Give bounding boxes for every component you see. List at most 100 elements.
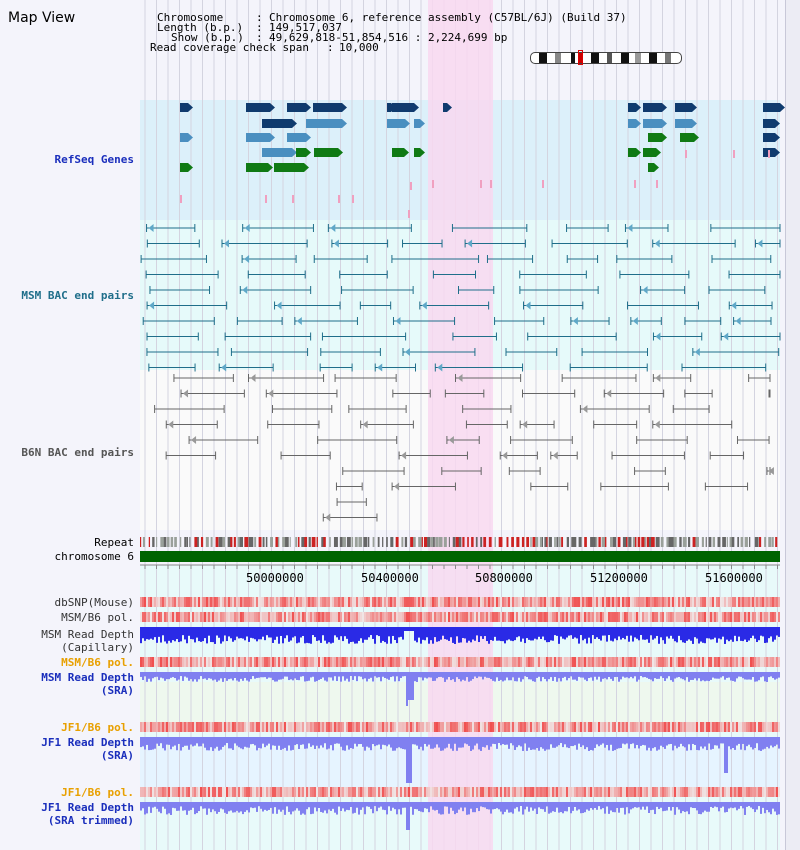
- dbsnp-heat: [638, 597, 640, 607]
- dbsnp-heat: [688, 597, 690, 607]
- msm-sra-depth-bar: [218, 672, 220, 681]
- length-sep: :: [256, 21, 263, 34]
- msm-pol2-heat: [458, 657, 460, 667]
- msm-pol2-heat: [216, 657, 218, 667]
- jf1-sra-depth-bar: [270, 737, 272, 750]
- msm-pol-heat: [242, 612, 244, 622]
- jf1-pol-heat: [358, 722, 360, 732]
- dbsnp-heat: [372, 597, 374, 607]
- msm-sra-depth-bar: [604, 672, 606, 679]
- dbsnp-heat: [538, 597, 540, 607]
- repeat-block: [367, 537, 370, 547]
- jf1-pol2-heat: [464, 787, 466, 797]
- jf1-sra-depth-bar: [216, 737, 218, 747]
- msm-sra-depth-bar: [766, 672, 768, 682]
- msm-capillary-depth-bar: [242, 627, 244, 639]
- msm-sra-depth-bar: [460, 672, 462, 682]
- jf1-pol2-heat: [734, 787, 736, 797]
- jf1-pol2-heat: [146, 787, 148, 797]
- jf1-pol-heat: [342, 722, 344, 732]
- msm-capillary-depth-bar: [660, 627, 662, 638]
- gene-direction-arrow: [420, 119, 425, 128]
- dbsnp-heat: [222, 597, 224, 607]
- msm-sra-depth-bar: [608, 672, 610, 677]
- jf1-pol2-heat: [196, 787, 198, 797]
- msm-pol-heat: [408, 612, 410, 622]
- jf1-pol-heat: [286, 722, 288, 732]
- repeat-block: [262, 537, 265, 547]
- repeat-block: [372, 537, 375, 547]
- dbsnp-heat: [778, 597, 780, 607]
- jf1-pol-heat: [730, 722, 732, 732]
- msm-capillary-depth-bar: [442, 627, 444, 636]
- msm-sra-depth-bar: [350, 672, 352, 677]
- jf1-pol-heat: [768, 722, 770, 732]
- msm-pol2-heat: [502, 657, 504, 667]
- msm-pol-heat: [752, 612, 754, 622]
- jf1-pol2-heat: [546, 787, 548, 797]
- track-label-refseq[interactable]: RefSeq Genes: [54, 153, 134, 166]
- msm-pol2-heat: [734, 657, 736, 667]
- dbsnp-heat: [360, 597, 362, 607]
- jf1-pol-heat: [644, 722, 646, 732]
- jf1-trim-depth-bar: [734, 802, 736, 808]
- msm-capillary-depth-bar: [626, 627, 628, 636]
- jf1-trim-depth-bar: [380, 802, 382, 807]
- jf1-trim-depth-bar: [158, 802, 160, 812]
- dbsnp-heat: [674, 597, 676, 607]
- jf1-pol-heat: [210, 722, 212, 732]
- track-label-msm-bac[interactable]: MSM BAC end pairs: [21, 289, 134, 302]
- msm-pol2-heat: [240, 657, 242, 667]
- msm-capillary-depth-bar: [576, 627, 578, 639]
- jf1-trim-depth-bar: [736, 802, 738, 811]
- jf1-pol-heat: [442, 722, 444, 732]
- jf1-sra-depth-bar: [238, 737, 240, 748]
- jf1-pol2-heat: [148, 787, 150, 797]
- scrollbar-track[interactable]: [785, 0, 800, 850]
- msm-capillary-depth-bar: [178, 627, 180, 643]
- repeat-block: [270, 537, 273, 547]
- gene-direction-arrow: [775, 119, 780, 128]
- jf1-pol-heat: [732, 722, 734, 732]
- jf1-sra-depth-bar: [176, 737, 178, 751]
- dbsnp-heat: [576, 597, 578, 607]
- jf1-sra-depth-bar: [596, 737, 598, 745]
- msm-sra-depth-bar: [706, 672, 708, 681]
- msm-pol2-heat: [206, 657, 208, 667]
- jf1-trim-depth-bar: [766, 802, 768, 810]
- dbsnp-heat: [142, 597, 144, 607]
- jf1-pol-heat: [554, 722, 556, 732]
- msm-sra-depth-bar: [616, 672, 618, 677]
- jf1-trim-depth-bar: [488, 802, 490, 810]
- jf1-pol-heat: [492, 722, 494, 732]
- b6n-bac-arrow: [552, 451, 558, 460]
- jf1-pol-heat: [452, 722, 454, 732]
- msm-capillary-depth-bar: [296, 627, 298, 644]
- jf1-trim-depth-bar: [508, 802, 510, 813]
- jf1-trim-depth-bar: [206, 802, 208, 815]
- jf1-sra-depth-bar: [536, 737, 538, 749]
- msm-pol2-heat: [264, 657, 266, 667]
- dbsnp-heat: [744, 597, 746, 607]
- jf1-trim-depth-bar: [212, 802, 214, 810]
- jf1-sra-depth-bar: [432, 737, 434, 749]
- dbsnp-heat: [764, 597, 766, 607]
- jf1-pol-heat: [306, 722, 308, 732]
- msm-capillary-depth-bar: [618, 627, 620, 637]
- jf1-sra-depth-bar: [256, 737, 258, 751]
- jf1-trim-depth-bar: [396, 802, 398, 815]
- jf1-pol2-heat: [398, 787, 400, 797]
- chromosome-ideogram[interactable]: [530, 52, 682, 64]
- jf1-pol2-heat: [764, 787, 766, 797]
- gene-direction-arrow: [692, 103, 697, 112]
- msm-pol2-heat: [700, 657, 702, 667]
- msm-sra-depth-bar: [160, 672, 162, 678]
- track-label-b6n-bac[interactable]: B6N BAC end pairs: [21, 446, 134, 459]
- msm-capillary-depth-bar: [542, 627, 544, 637]
- repeat-block: [140, 537, 142, 547]
- msm-pol2-heat: [596, 657, 598, 667]
- jf1-sra-depth-bar: [552, 737, 554, 748]
- msm-sra-depth-bar: [494, 672, 496, 682]
- dbsnp-heat: [604, 597, 606, 607]
- msm-capillary-depth-bar: [390, 627, 392, 644]
